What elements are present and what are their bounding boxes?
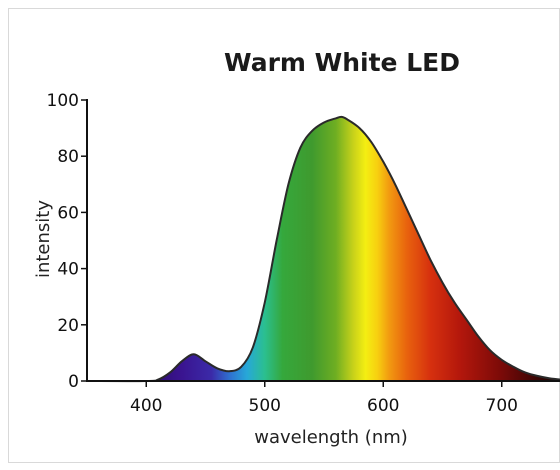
chart-frame: Warm White LED 0 20 40 60 80 100 400 500 600 700 … (8, 8, 560, 463)
y-tick-label: 100 (47, 91, 79, 111)
spectrum-line (86, 115, 560, 383)
spectrum-fill (87, 116, 560, 382)
y-axis-label: intensity (33, 200, 54, 278)
y-tick-label: 0 (68, 372, 79, 392)
x-axis-label: wavelength (nm) (254, 427, 408, 448)
axes (81, 99, 560, 387)
x-tick-label: 500 (249, 396, 281, 416)
y-tick-label: 60 (57, 203, 79, 223)
tick-labels: 0 20 40 60 80 100 400 500 600 700 (47, 91, 518, 416)
chart-title: Warm White LED (224, 48, 460, 77)
x-tick-label: 400 (130, 396, 162, 416)
y-tick-label: 80 (57, 147, 79, 167)
y-tick-label: 40 (57, 260, 79, 280)
x-tick-label: 600 (367, 396, 399, 416)
spectrum-area (86, 115, 560, 383)
x-tick-label: 700 (486, 396, 518, 416)
y-tick-label: 20 (57, 316, 79, 336)
